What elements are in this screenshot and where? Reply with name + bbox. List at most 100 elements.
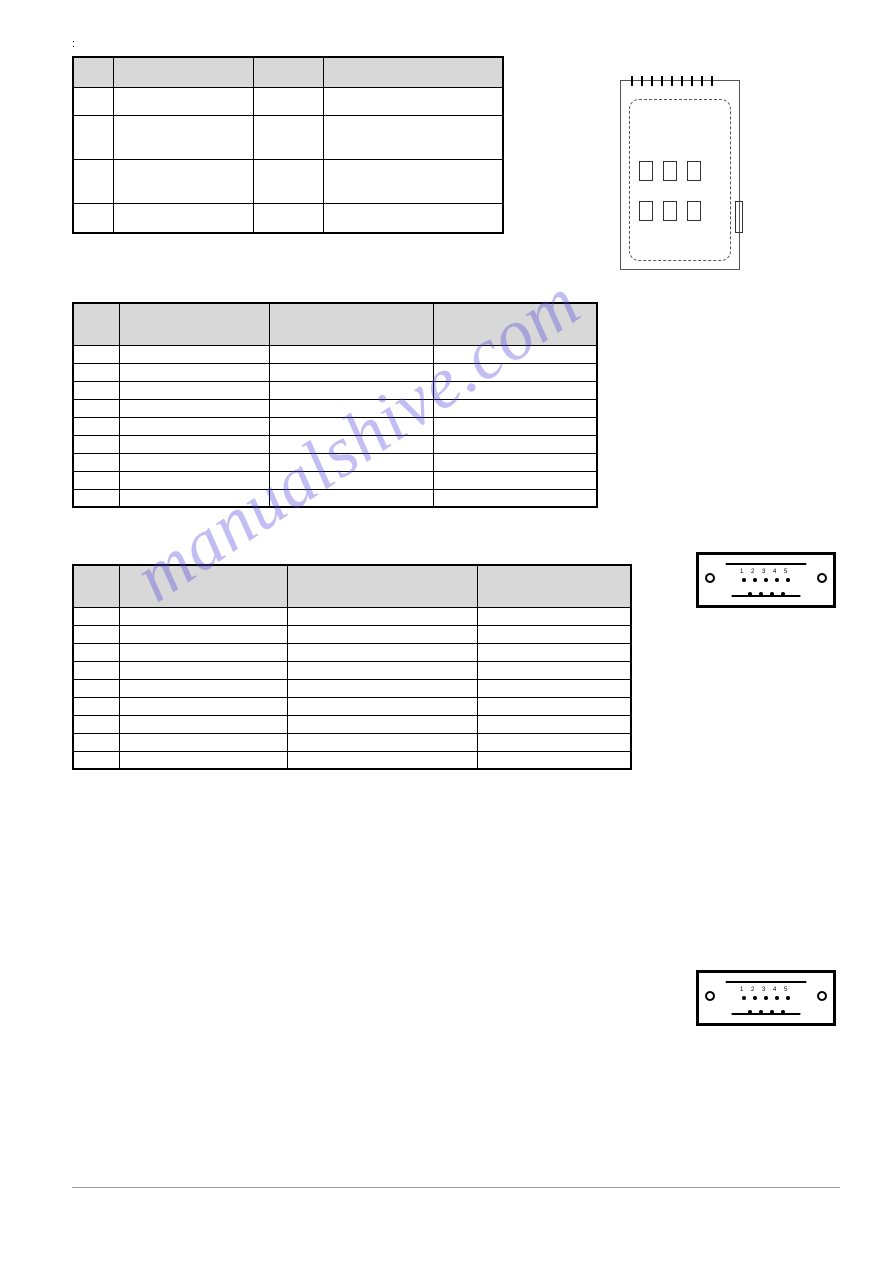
table-cell <box>269 471 433 489</box>
db9-pin: 2 <box>753 578 757 582</box>
db9-pin: 7 <box>759 1010 763 1014</box>
table-cell <box>73 159 113 203</box>
table-cell <box>253 159 323 203</box>
db9-connector-2: 12345 6789 <box>696 970 836 1026</box>
table-cell <box>433 435 597 453</box>
table-cell <box>269 381 433 399</box>
column-header <box>477 565 631 607</box>
table-cell <box>119 435 269 453</box>
table-cell <box>73 363 119 381</box>
table-cell <box>73 435 119 453</box>
db9-connector-1: 12345 6789 <box>696 552 836 608</box>
table-cell <box>253 87 323 115</box>
db9-pin: 9 <box>781 592 785 596</box>
db9-pin-label: 1 <box>740 569 743 575</box>
table-cell <box>433 489 597 507</box>
table-cell <box>73 715 119 733</box>
db9-pin-label: 8 <box>768 598 771 604</box>
table-cell <box>287 661 477 679</box>
table-cell <box>253 115 323 159</box>
table-cell <box>477 607 631 625</box>
db9-pin-label: 5 <box>784 987 787 993</box>
footer-rule <box>72 1187 840 1188</box>
table-cell <box>477 733 631 751</box>
column-header <box>253 57 323 87</box>
db9-pin: 6 <box>748 1010 752 1014</box>
db9-screw-hole <box>817 991 827 1001</box>
db9-pin-label: 3 <box>762 569 765 575</box>
db9-pin-label: 9 <box>779 598 782 604</box>
column-header <box>113 57 253 87</box>
table-cell <box>433 417 597 435</box>
table-cell <box>119 489 269 507</box>
table-cell <box>269 345 433 363</box>
table-cell <box>287 733 477 751</box>
column-header <box>433 303 597 345</box>
table-cell <box>73 697 119 715</box>
module-diagram <box>620 80 740 270</box>
table-cell <box>119 751 287 769</box>
table-cell <box>119 715 287 733</box>
table-cell <box>73 733 119 751</box>
table-cell <box>119 471 269 489</box>
table-cell <box>73 115 113 159</box>
table-cell <box>477 625 631 643</box>
table-cell <box>269 453 433 471</box>
table-cell <box>287 697 477 715</box>
db9-pin: 5 <box>786 578 790 582</box>
column-header <box>73 303 119 345</box>
table-cell <box>477 643 631 661</box>
table-cell <box>287 607 477 625</box>
module-chip <box>663 161 677 181</box>
table-cell <box>287 625 477 643</box>
table-cell <box>119 453 269 471</box>
table-cell <box>113 87 253 115</box>
table1 <box>72 56 504 234</box>
db9-pin: 5 <box>786 996 790 1000</box>
table-cell <box>477 661 631 679</box>
db9-pin: 1 <box>742 578 746 582</box>
table-cell <box>73 625 119 643</box>
table-cell <box>477 751 631 769</box>
db9-shell: 12345 6789 <box>721 563 811 597</box>
module-chip <box>687 161 701 181</box>
table-cell <box>73 399 119 417</box>
table-cell <box>269 363 433 381</box>
table-cell <box>269 489 433 507</box>
db9-pin-label: 8 <box>768 1016 771 1022</box>
table-cell <box>477 679 631 697</box>
table-cell <box>119 697 287 715</box>
table-cell <box>73 87 113 115</box>
table-cell <box>323 115 503 159</box>
table-cell <box>119 625 287 643</box>
db9-pin-label: 2 <box>751 569 754 575</box>
db9-pin: 1 <box>742 996 746 1000</box>
column-header <box>73 57 113 87</box>
column-header <box>73 565 119 607</box>
db9-screw-hole <box>705 573 715 583</box>
db9-pin: 4 <box>775 996 779 1000</box>
db9-pin: 6 <box>748 592 752 596</box>
table-cell <box>287 751 477 769</box>
table-cell <box>73 345 119 363</box>
module-chip <box>639 201 653 221</box>
column-header <box>287 565 477 607</box>
table-cell <box>73 417 119 435</box>
module-chip <box>663 201 677 221</box>
table-cell <box>253 203 323 233</box>
table-cell <box>287 643 477 661</box>
db9-pin: 7 <box>759 592 763 596</box>
module-pins <box>631 73 721 83</box>
table-cell <box>113 203 253 233</box>
db9-pin: 2 <box>753 996 757 1000</box>
db9-pin-label: 7 <box>757 1016 760 1022</box>
table-cell <box>269 399 433 417</box>
table-cell <box>73 643 119 661</box>
db9-pin-label: 1 <box>740 987 743 993</box>
table-cell <box>119 363 269 381</box>
table-cell <box>433 471 597 489</box>
module-chip <box>687 201 701 221</box>
table-cell <box>119 381 269 399</box>
table-cell <box>113 115 253 159</box>
table-cell <box>287 679 477 697</box>
